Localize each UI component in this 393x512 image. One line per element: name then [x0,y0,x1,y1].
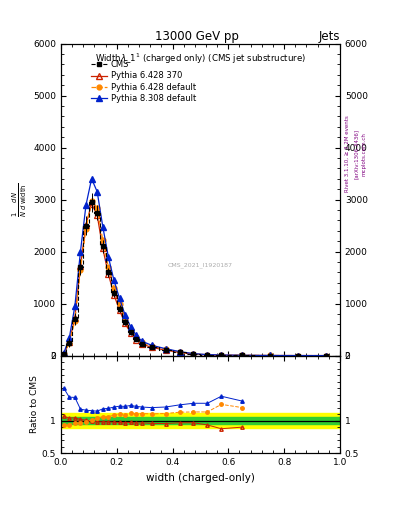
Text: Width$\lambda\_1^1$ (charged only) (CMS jet substructure): Width$\lambda\_1^1$ (charged only) (CMS … [95,51,306,66]
X-axis label: width (charged-only): width (charged-only) [146,473,255,482]
Text: CMS_2021_I1920187: CMS_2021_I1920187 [168,263,233,268]
Y-axis label: $\frac{1}{N}\,\frac{dN}{d\,\mathrm{width}}$: $\frac{1}{N}\,\frac{dN}{d\,\mathrm{width… [11,182,29,217]
Text: 13000 GeV pp: 13000 GeV pp [154,30,239,42]
Legend: CMS, Pythia 6.428 370, Pythia 6.428 default, Pythia 8.308 default: CMS, Pythia 6.428 370, Pythia 6.428 defa… [87,57,199,106]
Text: Jets: Jets [318,30,340,42]
Text: mcplots.cern.ch: mcplots.cern.ch [362,132,367,176]
Text: Rivet 3.1.10, ≥ 3.2M events: Rivet 3.1.10, ≥ 3.2M events [345,115,350,192]
Y-axis label: Ratio to CMS: Ratio to CMS [30,375,39,433]
Text: [arXiv:1306.3436]: [arXiv:1306.3436] [354,129,359,179]
